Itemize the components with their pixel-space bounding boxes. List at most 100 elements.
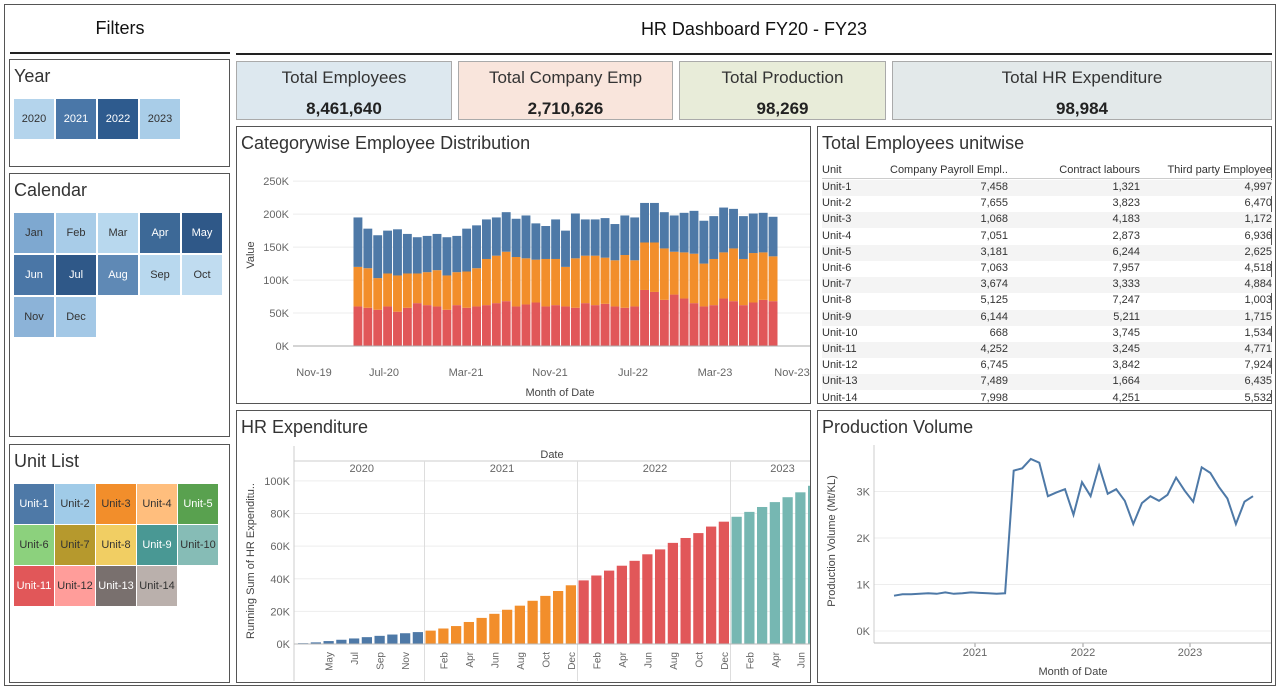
- month-chip-nov[interactable]: Nov: [14, 297, 54, 337]
- hr-bar[interactable]: [412, 632, 423, 644]
- category-bar-segment[interactable]: [590, 219, 600, 256]
- hr-bar[interactable]: [540, 595, 551, 644]
- category-bar-segment[interactable]: [561, 306, 570, 346]
- year-chip-2020[interactable]: 2020: [14, 99, 54, 139]
- unit-chip-unit-4[interactable]: Unit-4: [137, 484, 177, 524]
- unit-chip-unit-13[interactable]: Unit-13: [96, 566, 136, 606]
- month-chip-jul[interactable]: Jul: [56, 255, 96, 295]
- category-bar-segment[interactable]: [402, 307, 412, 346]
- category-bar-segment[interactable]: [630, 260, 640, 307]
- category-bar-segment[interactable]: [432, 233, 442, 271]
- hr-bar[interactable]: [514, 605, 525, 644]
- hr-bar[interactable]: [476, 617, 487, 644]
- category-bar-segment[interactable]: [699, 220, 709, 264]
- hr-bar[interactable]: [680, 537, 691, 644]
- category-bar-segment[interactable]: [491, 303, 501, 346]
- hr-bar[interactable]: [400, 633, 411, 644]
- category-bar-segment[interactable]: [669, 251, 679, 295]
- category-bar-segment[interactable]: [738, 258, 748, 306]
- hr-bar[interactable]: [451, 626, 462, 644]
- month-chip-jun[interactable]: Jun: [14, 255, 54, 295]
- hr-bar[interactable]: [616, 565, 627, 644]
- category-bar-segment[interactable]: [353, 266, 363, 307]
- year-chip-2023[interactable]: 2023: [140, 99, 180, 139]
- category-bar-segment[interactable]: [748, 302, 758, 346]
- hr-bar[interactable]: [693, 533, 704, 644]
- hr-bar[interactable]: [565, 585, 576, 644]
- hr-bar[interactable]: [642, 554, 653, 644]
- category-bar-segment[interactable]: [570, 213, 580, 259]
- hr-bar[interactable]: [718, 521, 729, 644]
- hr-bar[interactable]: [336, 639, 347, 644]
- category-bar-segment[interactable]: [719, 298, 729, 346]
- category-bar-segment[interactable]: [373, 278, 383, 310]
- hr-bar[interactable]: [463, 621, 474, 644]
- category-bar-segment[interactable]: [511, 257, 521, 307]
- category-bar-segment[interactable]: [521, 304, 531, 346]
- category-bar-segment[interactable]: [363, 228, 373, 269]
- category-bar-segment[interactable]: [412, 303, 422, 346]
- category-bar-segment[interactable]: [481, 219, 491, 259]
- category-bar-segment[interactable]: [511, 306, 521, 346]
- category-bar-segment[interactable]: [353, 217, 363, 267]
- hr-bar[interactable]: [438, 628, 449, 644]
- month-chip-mar[interactable]: Mar: [98, 213, 138, 253]
- category-bar-segment[interactable]: [491, 217, 501, 256]
- hr-bar[interactable]: [425, 630, 436, 644]
- category-bar-segment[interactable]: [729, 208, 738, 249]
- category-bar-segment[interactable]: [551, 258, 561, 306]
- category-bar-segment[interactable]: [709, 216, 719, 259]
- unit-chip-unit-12[interactable]: Unit-12: [55, 566, 95, 606]
- category-bar-segment[interactable]: [600, 218, 610, 258]
- hr-bar[interactable]: [769, 502, 780, 644]
- category-bar-segment[interactable]: [758, 299, 768, 346]
- category-bar-segment[interactable]: [620, 255, 630, 308]
- hr-bar[interactable]: [795, 492, 806, 644]
- category-bar-segment[interactable]: [768, 216, 778, 257]
- category-bar-segment[interactable]: [442, 237, 452, 276]
- category-bar-segment[interactable]: [748, 213, 758, 254]
- category-bar-segment[interactable]: [709, 258, 719, 306]
- category-bar-segment[interactable]: [353, 306, 363, 346]
- hr-bar[interactable]: [349, 638, 360, 644]
- month-chip-apr[interactable]: Apr: [140, 213, 180, 253]
- unit-chip-unit-9[interactable]: Unit-9: [137, 525, 177, 565]
- hr-bar[interactable]: [706, 526, 717, 644]
- category-bar-segment[interactable]: [402, 233, 412, 274]
- category-bar-segment[interactable]: [422, 235, 432, 273]
- category-bar-segment[interactable]: [383, 306, 393, 346]
- unit-chip-unit-11[interactable]: Unit-11: [14, 566, 54, 606]
- month-chip-jan[interactable]: Jan: [14, 213, 54, 253]
- category-bar-segment[interactable]: [640, 202, 650, 243]
- category-bar-segment[interactable]: [422, 305, 432, 346]
- production-line[interactable]: [893, 457, 1254, 597]
- category-bar-segment[interactable]: [383, 273, 393, 307]
- category-bar-segment[interactable]: [659, 248, 669, 300]
- category-bar-segment[interactable]: [561, 266, 570, 307]
- category-bar-segment[interactable]: [501, 301, 511, 346]
- category-bar-segment[interactable]: [452, 305, 462, 346]
- category-bar-segment[interactable]: [373, 235, 383, 279]
- category-bar-segment[interactable]: [640, 242, 650, 290]
- month-chip-sep[interactable]: Sep: [140, 255, 180, 295]
- category-bar-segment[interactable]: [432, 306, 442, 346]
- category-bar-segment[interactable]: [570, 258, 580, 308]
- category-bar-segment[interactable]: [402, 273, 412, 308]
- category-bar-segment[interactable]: [640, 289, 650, 346]
- hr-bar[interactable]: [655, 549, 666, 644]
- hr-bar[interactable]: [489, 613, 500, 644]
- category-bar-segment[interactable]: [541, 226, 551, 259]
- year-chip-2022[interactable]: 2022: [98, 99, 138, 139]
- category-bar-segment[interactable]: [669, 294, 679, 346]
- month-chip-dec[interactable]: Dec: [56, 297, 96, 337]
- month-chip-feb[interactable]: Feb: [56, 213, 96, 253]
- category-bar-segment[interactable]: [610, 260, 620, 307]
- category-bar-segment[interactable]: [669, 215, 679, 252]
- category-bar-segment[interactable]: [580, 219, 590, 256]
- hr-bar[interactable]: [731, 516, 742, 644]
- unit-chip-unit-7[interactable]: Unit-7: [55, 525, 95, 565]
- category-bar-segment[interactable]: [432, 270, 442, 307]
- category-bar-segment[interactable]: [373, 309, 383, 346]
- category-bar-segment[interactable]: [393, 311, 402, 346]
- unit-chip-unit-3[interactable]: Unit-3: [96, 484, 136, 524]
